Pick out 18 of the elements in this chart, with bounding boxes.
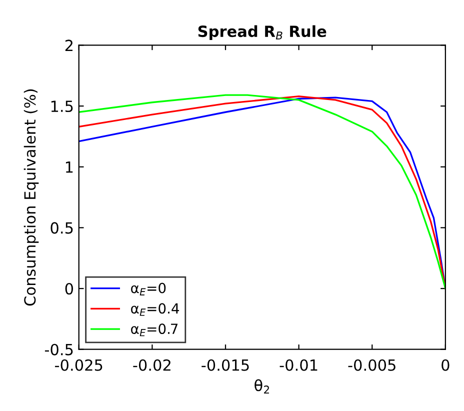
x-tick-label: -0.025 [55,359,102,371]
y-tick-label: 2 [65,40,72,52]
x-tick-label: -0.01 [280,359,318,371]
y-tick-label: 0.5 [50,222,73,234]
legend-label: α$_{E}$=0.7 [131,324,178,336]
x-tick-label: -0.005 [348,359,396,371]
x-tick-label: 0 [442,359,450,371]
y-tick-label: 1.5 [51,100,73,112]
y-tick-label: 1 [66,162,73,173]
y-axis-title: Consumption Equivalent (%) [24,89,39,306]
legend-label: α$_{E}$=0.4 [131,303,180,316]
x-tick-label: -0.015 [202,359,249,371]
y-tick-label: -0.5 [44,344,73,356]
x-tick-label: -0.02 [133,359,170,371]
x-axis-title: θ$_{2}$ [254,379,269,394]
chart-title: Spread R$_{B}$ Rule [198,25,326,40]
y-tick-label: 0 [65,282,74,295]
legend-label: α$_{E}$=0 [131,282,166,296]
